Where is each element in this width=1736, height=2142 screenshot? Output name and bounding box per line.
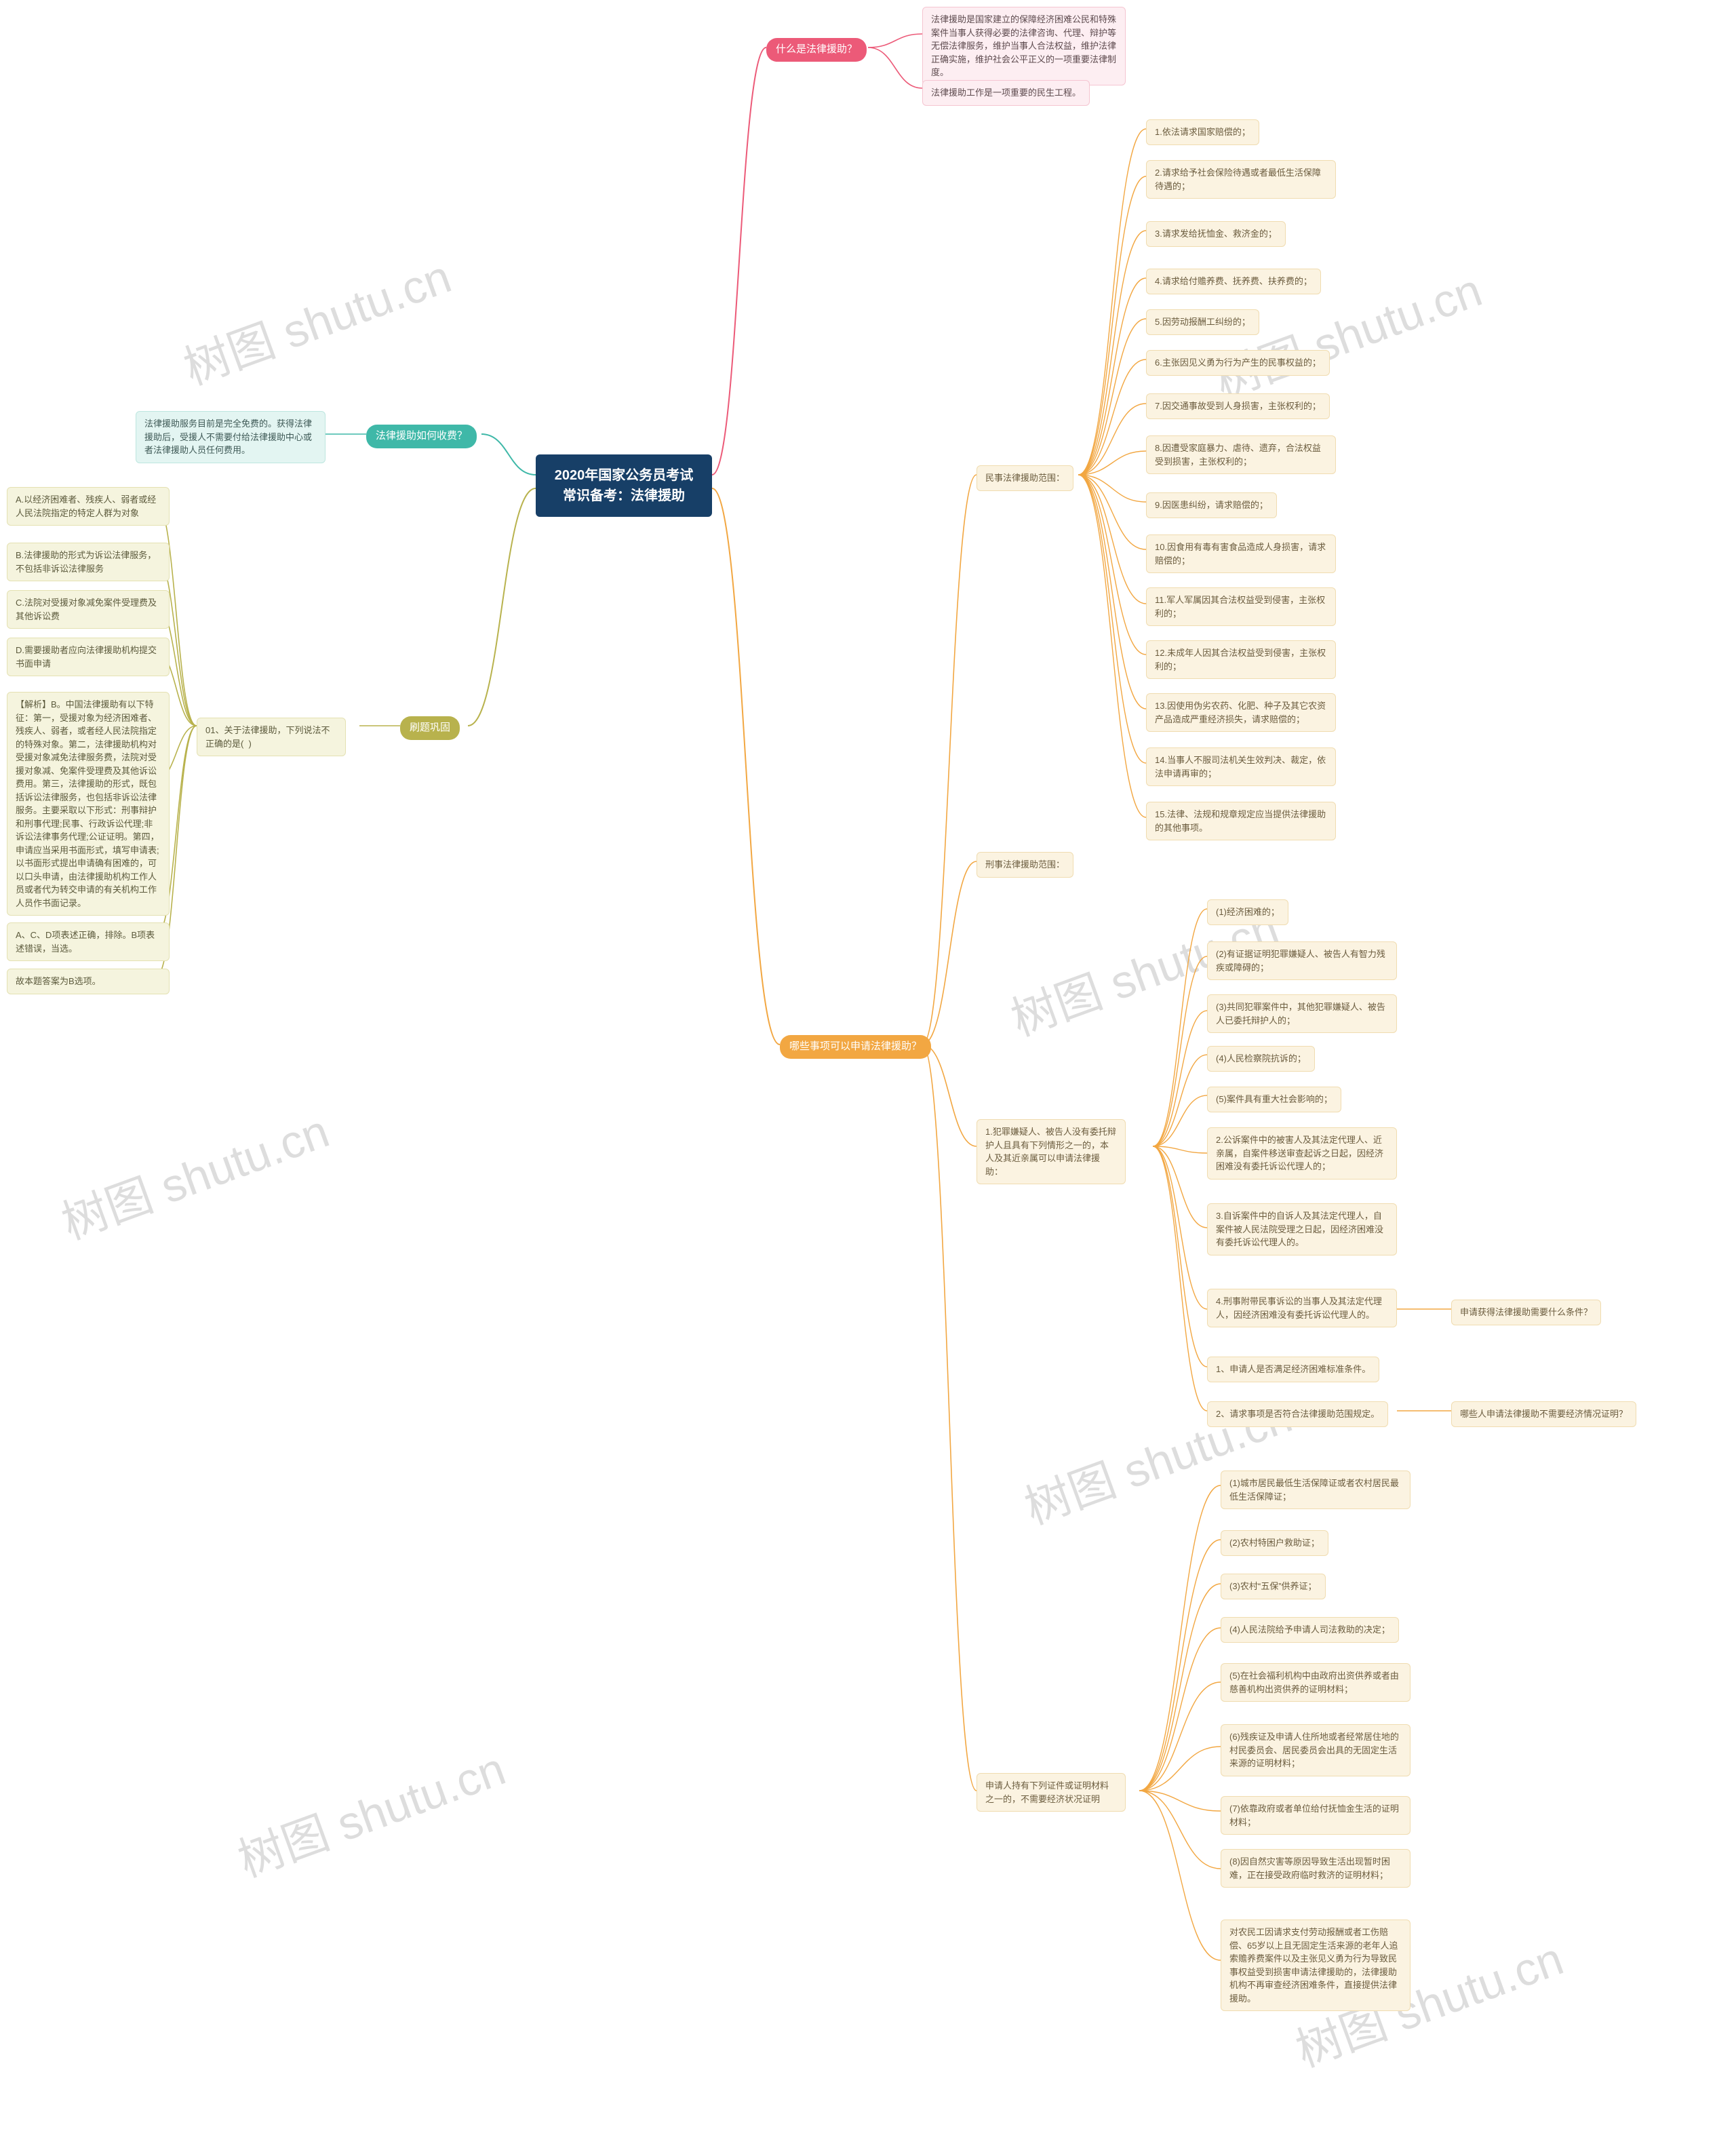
leaf-doc-6: (7)依靠政府或者单位给付抚恤金生活的证明材料； xyxy=(1221,1796,1410,1835)
leaf-req-sub: 4.刑事附带民事诉讼的当事人及其法定代理人，因经济困难没有委托诉讼代理人的。 xyxy=(1207,1289,1397,1327)
leaf-civil-13: 14.当事人不服司法机关生效判决、裁定，依法申请再审的； xyxy=(1146,747,1336,786)
leaf-civil-12: 13.因使用伪劣农药、化肥、种子及其它农资产品造成严重经济损失，请求赔偿的； xyxy=(1146,693,1336,732)
branch-what: 什么是法律援助？ xyxy=(766,38,867,62)
leaf-quiz-0: A.以经济困难者、残疾人、弱者或经人民法院指定的特定人群为对象 xyxy=(7,487,170,526)
leaf-doc-2: (3)农村“五保”供养证； xyxy=(1221,1574,1326,1599)
leaf-civil-7: 8.因遭受家庭暴力、虐待、遗弃，合法权益受到损害，主张权利的； xyxy=(1146,435,1336,474)
leaf-doc-7: (8)因自然灾害等原因导致生活出现暂时困难，正在接受政府临时救济的证明材料； xyxy=(1221,1849,1410,1888)
leaf-doc-5: (6)残疾证及申请人住所地或者经常居住地的村民委员会、居民委员会出具的无固定生活… xyxy=(1221,1724,1410,1776)
leaf-quiz-5: A、C、D项表述正确，排除。B项表述错误，当选。 xyxy=(7,922,170,961)
mid-civil: 民事法律援助范围： xyxy=(976,465,1073,491)
leaf-civil-0: 1.依法请求国家赔偿的； xyxy=(1146,119,1259,145)
branch-fee: 法律援助如何收费？ xyxy=(366,425,477,448)
leaf-crim-6: 3.自诉案件中的自诉人及其法定代理人，自案件被人民法院受理之日起，因经济困难没有… xyxy=(1207,1203,1397,1255)
leaf-quiz-1: B.法律援助的形式为诉讼法律服务，不包括非诉讼法律服务 xyxy=(7,543,170,581)
leaf-req-0: 1、申请人是否满足经济困难标准条件。 xyxy=(1207,1357,1379,1382)
connector-layer xyxy=(0,0,1736,2142)
leaf-doc-1: (2)农村特困户救助证； xyxy=(1221,1530,1328,1556)
leaf-civil-3: 4.请求给付赡养费、抚养费、扶养费的； xyxy=(1146,269,1321,294)
leaf-req-cond: 申请获得法律援助需要什么条件？ xyxy=(1451,1300,1601,1325)
leaf-civil-11: 12.未成年人因其合法权益受到侵害，主张权利的； xyxy=(1146,640,1336,679)
leaf-quiz-4: 【解析】B。中国法律援助有以下特征：第一，受援对象为经济困难者、残疾人、弱者，或… xyxy=(7,692,170,916)
leaf-civil-10: 11.军人军属因其合法权益受到侵害，主张权利的； xyxy=(1146,587,1336,626)
leaf-crim-2: (3)共同犯罪案件中，其他犯罪嫌疑人、被告人已委托辩护人的； xyxy=(1207,994,1397,1033)
leaf-quiz-6: 故本题答案为B选项。 xyxy=(7,969,170,994)
branch-which: 哪些事项可以申请法律援助？ xyxy=(780,1035,931,1059)
leaf-crim-4: (5)案件具有重大社会影响的； xyxy=(1207,1087,1341,1112)
mid-quiz: 01、关于法律援助，下列说法不正确的是( ) xyxy=(197,718,346,756)
leaf-doc-8: 对农民工因请求支付劳动报酬或者工伤赔偿、65岁以上且无固定生活来源的老年人追索赡… xyxy=(1221,1920,1410,2011)
leaf-crim-5: 2.公诉案件中的被害人及其法定代理人、近亲属，自案件移送审查起诉之日起，因经济困… xyxy=(1207,1127,1397,1180)
leaf-doc-0: (1)城市居民最低生活保障证或者农村居民最低生活保障证； xyxy=(1221,1471,1410,1509)
leaf-civil-9: 10.因食用有毒有害食品造成人身损害，请求赔偿的； xyxy=(1146,534,1336,573)
leaf-civil-1: 2.请求给予社会保险待遇或者最低生活保障待遇的； xyxy=(1146,160,1336,199)
leaf-what-0: 法律援助是国家建立的保障经济困难公民和特殊案件当事人获得必要的法律咨询、代理、辩… xyxy=(922,7,1126,85)
leaf-no-proof: 哪些人申请法律援助不需要经济情况证明？ xyxy=(1451,1401,1636,1427)
leaf-quiz-3: D.需要援助者应向法律援助机构提交书面申请 xyxy=(7,638,170,676)
leaf-civil-6: 7.因交通事故受到人身损害，主张权利的； xyxy=(1146,393,1330,419)
watermark: 树图 shutu.cn xyxy=(173,239,458,398)
watermark: 树图 shutu.cn xyxy=(227,1732,513,1890)
leaf-civil-14: 15.法律、法规和规章规定应当提供法律援助的其他事项。 xyxy=(1146,802,1336,840)
leaf-civil-5: 6.主张因见义勇为行为产生的民事权益的； xyxy=(1146,350,1330,376)
leaf-crim-1: (2)有证据证明犯罪嫌疑人、被告人有智力残疾或障碍的； xyxy=(1207,941,1397,980)
leaf-crim-0: (1)经济困难的； xyxy=(1207,899,1288,925)
mid-criminal: 刑事法律援助范围： xyxy=(976,852,1073,878)
leaf-quiz-2: C.法院对受援对象减免案件受理费及其他诉讼费 xyxy=(7,590,170,629)
leaf-doc-4: (5)在社会福利机构中由政府出资供养或者由慈善机构出资供养的证明材料； xyxy=(1221,1663,1410,1702)
branch-quiz: 刷题巩固 xyxy=(400,716,460,740)
leaf-fee-0: 法律援助服务目前是完全免费的。获得法律援助后，受援人不需要付给法律援助中心或者法… xyxy=(136,411,326,463)
leaf-req-1: 2、请求事项是否符合法律援助范围规定。 xyxy=(1207,1401,1388,1427)
leaf-what-1: 法律援助工作是一项重要的民生工程。 xyxy=(922,80,1090,106)
leaf-civil-4: 5.因劳动报酬工纠纷的； xyxy=(1146,309,1259,335)
leaf-crim-3: (4)人民检察院抗诉的； xyxy=(1207,1046,1315,1072)
mid-docs: 申请人持有下列证件或证明材料之一的，不需要经济状况证明 xyxy=(976,1773,1126,1812)
watermark: 树图 shutu.cn xyxy=(51,1094,336,1253)
leaf-civil-2: 3.请求发给抚恤金、救济金的； xyxy=(1146,221,1286,247)
leaf-doc-3: (4)人民法院给予申请人司法救助的决定； xyxy=(1221,1617,1399,1643)
root-node: 2020年国家公务员考试常识备考：法律援助 xyxy=(536,454,712,517)
leaf-civil-8: 9.因医患纠纷，请求赔偿的； xyxy=(1146,492,1277,518)
mid-crim-cond: 1.犯罪嫌疑人、被告人没有委托辩护人且具有下列情形之一的，本人及其近亲属可以申请… xyxy=(976,1119,1126,1184)
